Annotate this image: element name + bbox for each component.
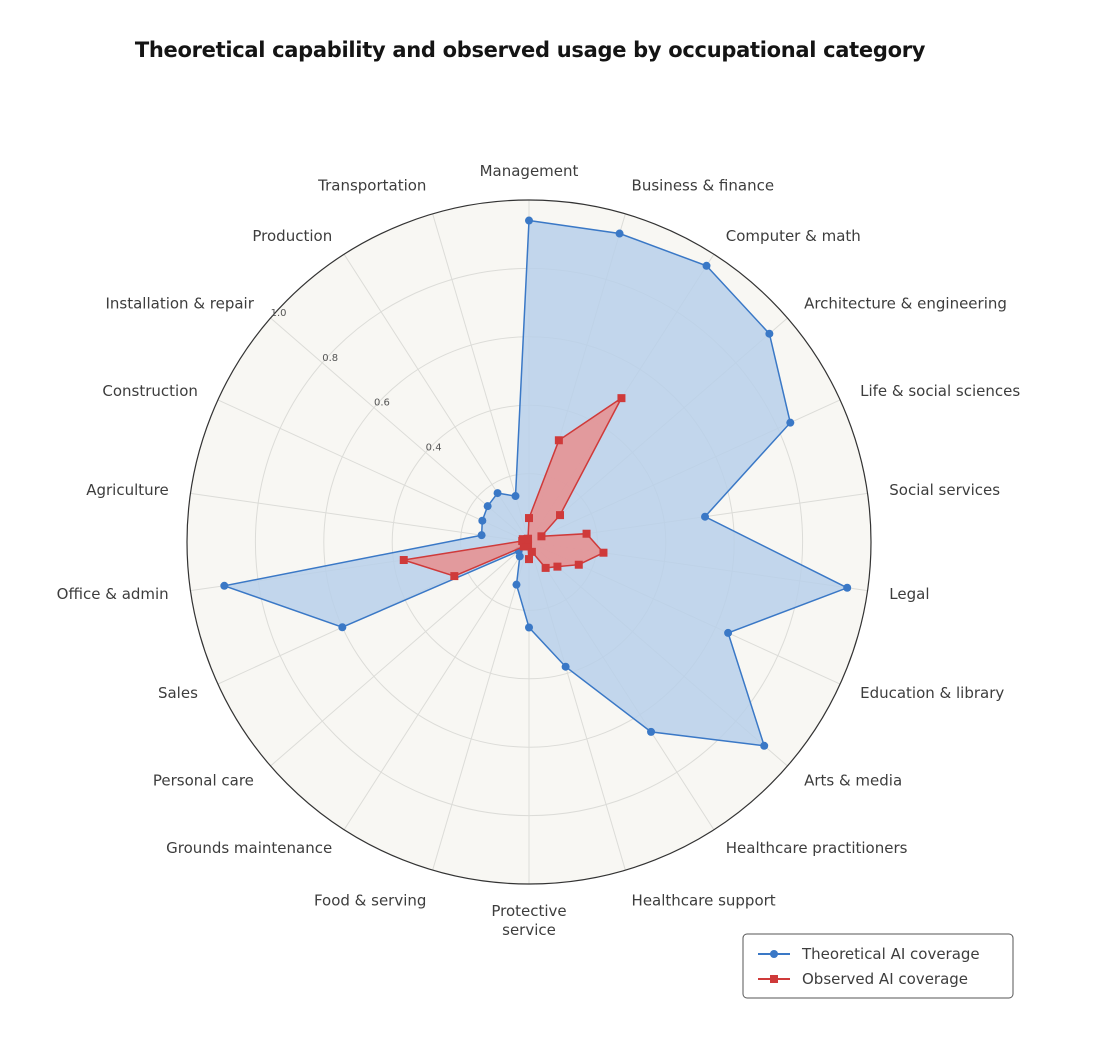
- data-point-theoretical: [647, 727, 656, 736]
- category-label-office-admin: Office & admin: [57, 585, 169, 603]
- category-label-business-finance: Business & finance: [632, 177, 775, 195]
- data-point-observed: [524, 534, 533, 543]
- legend-box: [742, 933, 1014, 999]
- data-point-theoretical: [338, 623, 347, 632]
- radial-tick-label: 0.4: [426, 442, 442, 453]
- category-label-food-serving: Food & serving: [314, 891, 427, 909]
- data-point-theoretical: [525, 623, 533, 632]
- category-label-production: Production: [252, 227, 332, 245]
- chart-title: Theoretical capability and observed usag…: [134, 38, 926, 62]
- data-point-observed: [519, 542, 528, 551]
- category-label-life-social-sciences: Life & social sciences: [860, 382, 1020, 400]
- category-label-education-library: Education & library: [860, 684, 1004, 702]
- data-point-theoretical: [525, 216, 533, 225]
- grid-spoke: [432, 213, 530, 543]
- data-point-theoretical: [724, 628, 733, 637]
- data-point-theoretical: [561, 662, 570, 671]
- category-label-computer-math: Computer & math: [726, 227, 861, 245]
- legend-label-observed: Observed AI coverage: [802, 970, 968, 988]
- data-point-theoretical: [512, 580, 521, 589]
- radial-tick-label: 1.0: [271, 308, 287, 319]
- data-point-theoretical: [478, 516, 487, 525]
- data-point-observed: [399, 556, 408, 565]
- data-point-observed: [450, 572, 459, 581]
- category-label-grounds-maintenance: Grounds maintenance: [166, 839, 332, 857]
- radial-tick-label: 0.8: [322, 353, 338, 364]
- category-label-arts-media: Arts & media: [804, 771, 902, 789]
- data-point-observed: [599, 548, 608, 557]
- category-label-protective-service: Protective service: [491, 902, 566, 939]
- data-point-observed: [582, 529, 591, 538]
- data-point-theoretical: [615, 229, 624, 238]
- data-point-theoretical: [702, 261, 711, 270]
- data-point-observed: [525, 514, 533, 523]
- category-label-social-services: Social services: [889, 481, 1000, 499]
- category-label-healthcare-support: Healthcare support: [632, 891, 776, 909]
- category-label-installation-repair: Installation & repair: [105, 295, 254, 313]
- data-point-observed: [525, 555, 533, 564]
- category-label-transportation: Transportation: [317, 177, 426, 195]
- category-label-agriculture: Agriculture: [86, 481, 169, 499]
- grid-spoke: [432, 541, 530, 871]
- category-label-healthcare-practitioners: Healthcare practitioners: [726, 839, 908, 857]
- category-labels: Management Business & finance Computer & m…: [57, 162, 1021, 939]
- data-point-theoretical: [760, 741, 769, 750]
- category-label-legal: Legal: [889, 585, 929, 603]
- legend-marker-theoretical: [770, 950, 778, 958]
- radial-tick-label: 0.6: [374, 398, 390, 409]
- data-point-observed: [553, 562, 562, 571]
- legend-marker-observed: [770, 975, 778, 983]
- outer-ring: [186, 199, 872, 885]
- data-point-theoretical: [786, 418, 795, 427]
- grid-spoke: [270, 541, 530, 767]
- category-label-personal-care: Personal care: [153, 771, 254, 789]
- data-point-observed: [617, 394, 626, 403]
- data-point-theoretical: [511, 492, 520, 501]
- legend-label-theoretical: Theoretical AI coverage: [801, 945, 980, 963]
- category-label-sales: Sales: [158, 684, 198, 702]
- legend: Theoretical AI coverage Observed AI cove…: [742, 933, 1014, 999]
- data-point-theoretical: [220, 581, 229, 590]
- category-label-architecture-engineering: Architecture & engineering: [804, 295, 1007, 313]
- radial-tick-labels: 0.4 0.6 0.8 1.0: [271, 308, 442, 453]
- legend-item-theoretical: Theoretical AI coverage: [758, 945, 980, 963]
- data-point-theoretical: [765, 329, 774, 338]
- data-point-theoretical: [701, 512, 710, 521]
- data-point-observed: [556, 511, 565, 520]
- category-label-construction: Construction: [102, 382, 198, 400]
- legend-item-observed: Observed AI coverage: [758, 970, 968, 988]
- data-point-observed: [574, 560, 583, 569]
- grid-spoke: [343, 541, 530, 830]
- data-point-theoretical: [477, 531, 486, 540]
- data-point-observed: [541, 563, 550, 572]
- data-point-observed: [554, 436, 563, 445]
- data-point-theoretical: [493, 489, 502, 498]
- data-point-observed: [527, 547, 536, 556]
- data-point-observed: [537, 532, 546, 541]
- data-point-theoretical: [483, 502, 492, 511]
- data-point-theoretical: [843, 583, 852, 592]
- grid-spoke: [190, 492, 530, 543]
- series-layer: [220, 216, 852, 750]
- grid-spoke: [217, 399, 530, 543]
- category-label-management: Management: [480, 162, 579, 180]
